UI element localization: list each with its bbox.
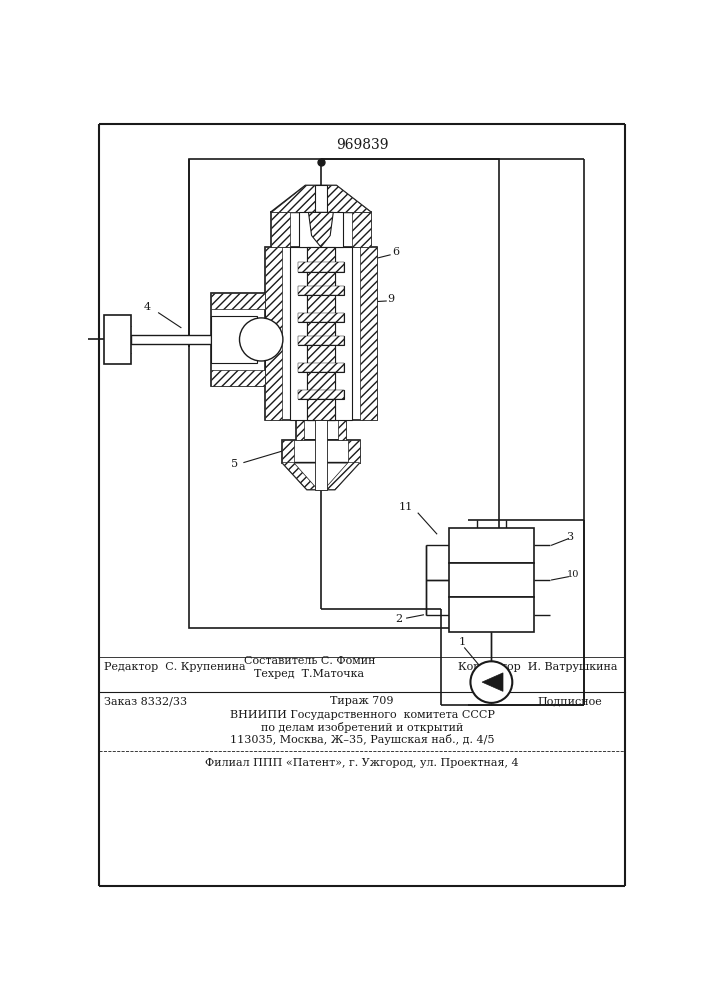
Bar [298,262,344,272]
Polygon shape [324,463,360,490]
Text: 9: 9 [387,294,395,304]
Text: ВНИИПИ Государственного  комитета СССР: ВНИИПИ Государственного комитета СССР [230,710,494,720]
Bar [265,247,282,420]
Polygon shape [308,212,333,247]
Bar [298,312,344,322]
Bar [296,420,304,440]
Text: по делам изобретений и открытий: по делам изобретений и открытий [261,722,463,733]
Polygon shape [327,185,371,212]
Text: 5: 5 [230,459,238,469]
Bar [298,389,344,399]
Bar [104,315,131,364]
Polygon shape [271,185,315,212]
Text: Подписное: Подписное [538,696,602,706]
Circle shape [240,318,283,361]
Text: Заказ 8332/33: Заказ 8332/33 [104,696,187,706]
Bar [449,528,534,563]
Text: Составитель С. Фомин: Составитель С. Фомин [243,656,375,666]
Bar [449,597,534,632]
Bar [298,312,344,322]
Bar [298,286,344,295]
Circle shape [470,661,513,703]
Bar [298,336,344,345]
Text: 11: 11 [399,502,414,512]
Bar [271,212,290,247]
Bar [211,293,265,386]
Bar [298,262,344,272]
Text: Техред  Т.Маточка: Техред Т.Маточка [255,669,364,679]
Bar [315,185,327,212]
Bar [338,420,346,440]
Bar [348,440,360,463]
Text: Корректор  И. Ватрушкина: Корректор И. Ватрушкина [458,662,618,672]
Bar [282,440,293,463]
Bar [211,316,257,363]
Bar [211,293,265,309]
Polygon shape [482,673,503,691]
Bar [298,363,344,372]
Bar [449,563,534,597]
Polygon shape [282,463,360,490]
Bar [131,335,211,344]
Polygon shape [282,463,317,490]
Bar [296,420,346,440]
Bar [299,212,343,247]
Text: 6: 6 [392,247,399,257]
Text: 8: 8 [226,330,233,340]
Bar [290,247,352,420]
Text: 4: 4 [144,302,151,312]
Text: 1: 1 [458,637,465,647]
Text: 113035, Москва, Ж–35, Раушская наб., д. 4/5: 113035, Москва, Ж–35, Раушская наб., д. … [230,734,494,745]
Text: 3: 3 [566,532,573,542]
Text: Редактор  С. Крупенина: Редактор С. Крупенина [104,662,245,672]
Bar [211,370,265,386]
Text: 7: 7 [225,350,232,360]
Bar [315,420,327,490]
Text: Тираж 709: Тираж 709 [330,696,394,706]
Bar [360,247,377,420]
Bar [307,247,335,420]
Bar [271,212,371,247]
Bar [352,212,371,247]
Bar [307,247,335,420]
Bar [298,286,344,295]
Bar [282,440,360,463]
Text: 969839: 969839 [336,138,388,152]
Text: Филиал ППП «Патент», г. Ужгород, ул. Проектная, 4: Филиал ППП «Патент», г. Ужгород, ул. Про… [205,758,519,768]
Bar [298,336,344,345]
Polygon shape [271,185,371,212]
Bar [298,363,344,372]
Bar [265,247,377,420]
Bar [298,389,344,399]
Text: 2: 2 [395,614,402,624]
Text: 10: 10 [566,570,579,579]
Bar [189,158,499,628]
